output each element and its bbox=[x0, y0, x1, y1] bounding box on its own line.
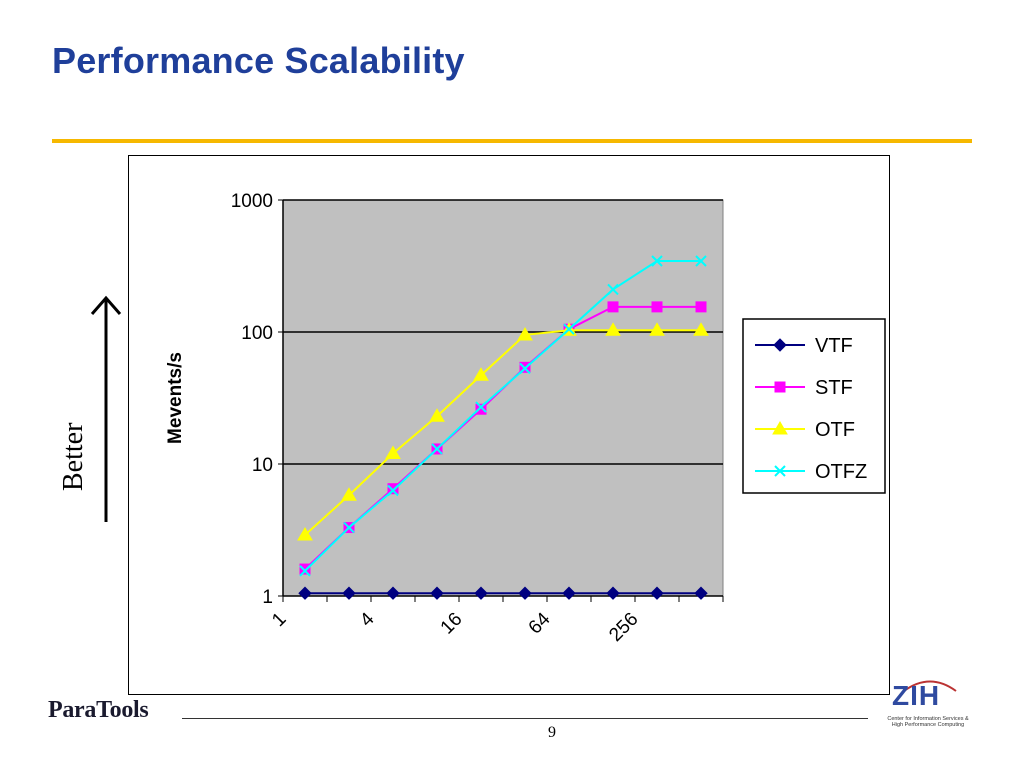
page-number: 9 bbox=[548, 724, 556, 741]
series-vtf-point bbox=[606, 586, 620, 600]
series-vtf-point bbox=[518, 586, 532, 600]
x-tick-label: 16 bbox=[437, 609, 467, 639]
y-tick-label: 100 bbox=[241, 323, 273, 344]
zih-mark: ZIH bbox=[892, 680, 941, 711]
series-otfz-point bbox=[519, 362, 531, 375]
series-otf-point bbox=[517, 326, 533, 341]
series-vtf-point bbox=[694, 586, 708, 600]
y-tick-label: 1 bbox=[262, 587, 273, 608]
title-underline bbox=[52, 139, 972, 143]
series-otfz-point bbox=[475, 401, 487, 413]
legend-vtf-label: VTF bbox=[815, 335, 853, 357]
series-otfz-line bbox=[304, 260, 701, 572]
zih-logo: ZIH Center for Information Services & Hi… bbox=[870, 678, 982, 738]
legend-stf-marker bbox=[774, 381, 786, 393]
series-otf-point bbox=[297, 526, 313, 541]
series-vtf-point bbox=[562, 586, 576, 600]
series-otfz-point bbox=[343, 521, 355, 534]
series-otf-point bbox=[649, 322, 665, 336]
series-otf-point bbox=[693, 322, 709, 336]
series-stf-point bbox=[299, 563, 311, 575]
chart-frame: 1 10 100 1000 1 4 16 64 256 Mevents/s VTF STF OTF OTF… bbox=[128, 155, 890, 695]
series-otfz-point bbox=[387, 484, 399, 497]
legend-otfz-marker bbox=[774, 465, 786, 477]
zih-caption-line1: Center for Information Services & bbox=[887, 716, 969, 722]
paratools-logo: ParaTools bbox=[48, 697, 149, 723]
y-tick-label: 1000 bbox=[231, 191, 273, 212]
better-label: Better bbox=[58, 422, 89, 491]
series-vtf-point bbox=[342, 586, 356, 600]
zih-caption-line2: High Performance Computing bbox=[891, 722, 965, 728]
series-otf-point bbox=[429, 408, 445, 422]
series-otfz-point bbox=[563, 323, 575, 335]
series-otfz-point bbox=[651, 255, 663, 267]
series-vtf-point bbox=[386, 586, 400, 600]
series-otf-point bbox=[605, 322, 621, 336]
series-vtf-point bbox=[298, 586, 312, 600]
plot-area bbox=[282, 199, 724, 597]
x-tick-label: 256 bbox=[605, 609, 642, 646]
series-stf-point bbox=[387, 483, 399, 495]
footer-rule bbox=[182, 718, 868, 719]
series-stf-point bbox=[651, 301, 663, 313]
legend-vtf-marker bbox=[773, 338, 787, 352]
series-otfz-point bbox=[431, 443, 443, 455]
series-otf-line bbox=[304, 329, 701, 536]
series-otfz-point bbox=[695, 255, 707, 267]
zih-caption: Center for Information Services & High P… bbox=[878, 716, 978, 728]
legend-otf-marker bbox=[772, 421, 788, 435]
zih-arc-icon bbox=[903, 680, 957, 692]
series-otfz-point bbox=[299, 565, 311, 577]
series-otfz-point bbox=[607, 283, 619, 296]
series-stf-point bbox=[607, 301, 619, 313]
slide-title: Performance Scalability bbox=[52, 40, 465, 81]
y-tick-label: 10 bbox=[252, 455, 273, 476]
y-axis-title: Mevents/s bbox=[165, 352, 186, 444]
series-stf-point bbox=[695, 301, 707, 313]
legend-otf-label: OTF bbox=[815, 419, 855, 441]
better-arrow-icon bbox=[90, 295, 122, 522]
legend-stf-label: STF bbox=[815, 377, 853, 399]
series-otf-point bbox=[385, 445, 401, 460]
series-vtf-point bbox=[430, 586, 444, 600]
series-stf-point bbox=[475, 403, 487, 415]
series-otf-point bbox=[473, 367, 489, 381]
performance-chart: 1 10 100 1000 1 4 16 64 256 Mevents/s VTF STF OTF OTF… bbox=[165, 191, 886, 646]
x-tick-label: 1 bbox=[268, 609, 290, 631]
legend-box bbox=[742, 318, 886, 494]
x-tick-label: 64 bbox=[525, 608, 555, 638]
series-vtf-point bbox=[474, 586, 488, 600]
series-otf-point bbox=[341, 487, 357, 501]
legend-otfz-label: OTFZ bbox=[815, 461, 867, 483]
series-vtf-point bbox=[650, 586, 664, 600]
x-tick-label: 4 bbox=[356, 608, 379, 631]
